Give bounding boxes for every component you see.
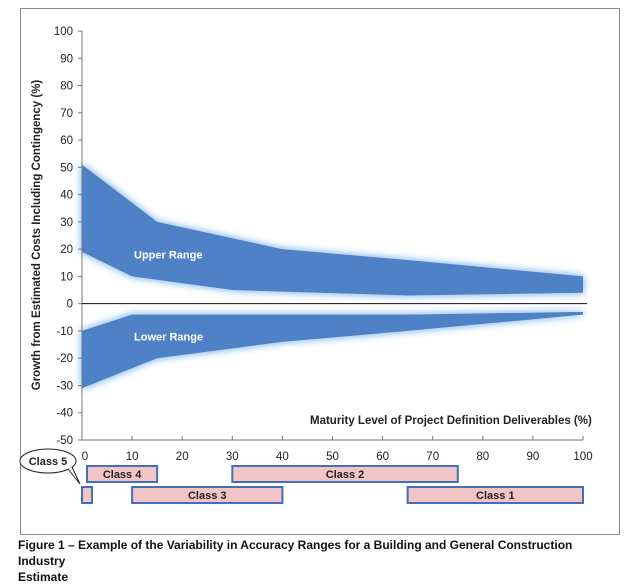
- class-3-bar: [131, 486, 284, 504]
- x-tick-label: 60: [376, 451, 389, 463]
- caption-line-2: Estimate: [18, 570, 69, 584]
- class-5-callout-bubble: [19, 448, 77, 474]
- band-label-lower-range: Lower Range: [134, 331, 203, 343]
- class-4-bar: [86, 465, 159, 483]
- figure-caption: Figure 1 – Example of the Variability in…: [18, 537, 618, 585]
- figure-frame: [20, 8, 620, 535]
- class-1-bar: [406, 486, 584, 504]
- y-tick-label: -40: [56, 408, 73, 420]
- band-upper-range: [82, 164, 583, 296]
- y-tick-label: -50: [56, 435, 73, 447]
- y-tick-label: 80: [60, 81, 73, 93]
- y-tick-label: 50: [60, 162, 73, 174]
- class-2-label: Class 2: [326, 469, 365, 481]
- y-tick-label: 0: [67, 299, 73, 311]
- x-tick-label: 0: [82, 451, 88, 463]
- x-tick-label: 10: [126, 451, 139, 463]
- y-tick-label: 60: [60, 135, 73, 147]
- y-axis-label: Growth from Estimated Costs Including Co…: [31, 80, 43, 391]
- x-tick-label: 30: [226, 451, 239, 463]
- class-5-callout-pointer: [67, 466, 81, 485]
- x-tick-label: 90: [527, 451, 540, 463]
- x-tick-label: 40: [276, 451, 289, 463]
- x-tick-label: 80: [476, 451, 489, 463]
- y-tick-label: 30: [60, 217, 73, 229]
- class-5-label: Class 5: [29, 456, 68, 468]
- y-tick-label: -20: [56, 353, 73, 365]
- band-label-upper-range: Upper Range: [134, 250, 202, 262]
- class-3-label: Class 3: [188, 490, 227, 502]
- class-bars: Class 5 Class 4 Class 3 Class 2 Class 1: [19, 448, 584, 504]
- y-tick-label: 70: [60, 108, 73, 120]
- y-tick-label: 100: [54, 26, 73, 38]
- range-bands: Upper Range Lower Range: [82, 164, 583, 389]
- class-2-bar: [231, 465, 459, 483]
- x-tick-label: 100: [573, 451, 592, 463]
- class-4-label: Class 4: [103, 469, 142, 481]
- x-axis-label: Maturity Level of Project Definition Del…: [310, 415, 592, 427]
- y-tick-label: 20: [60, 244, 73, 256]
- x-tick-label: 70: [426, 451, 439, 463]
- class-1-label: Class 1: [476, 490, 515, 502]
- x-tick-label: 50: [326, 451, 339, 463]
- y-tick-label: -30: [56, 380, 73, 392]
- caption-line-1: Figure 1 – Example of the Variability in…: [18, 538, 573, 568]
- y-tick-label: 90: [60, 53, 73, 65]
- x-tick-label: 20: [176, 451, 189, 463]
- band-lower-range: [82, 311, 583, 389]
- y-tick-label: 40: [60, 190, 73, 202]
- y-tick-label: 10: [60, 271, 73, 283]
- class-5-bar: [81, 486, 94, 504]
- y-tick-label: -10: [56, 326, 73, 338]
